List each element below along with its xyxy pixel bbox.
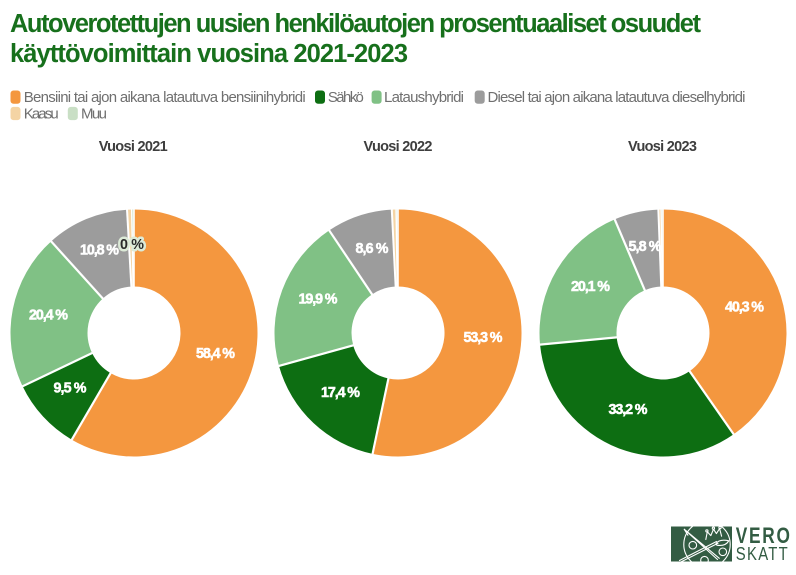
svg-text:Kaasu: Kaasu	[24, 106, 59, 123]
svg-text:8,6 %: 8,6 %	[356, 241, 389, 257]
svg-text:10,8 %: 10,8 %	[80, 242, 119, 258]
svg-text:5,8 %: 5,8 %	[629, 239, 662, 255]
svg-text:Bensiini tai ajon aikana latau: Bensiini tai ajon aikana latautuva bensi…	[24, 89, 306, 106]
svg-text:Autoverotettujen uusien henkil: Autoverotettujen uusien henkilöautojen p…	[10, 10, 702, 38]
svg-text:58,4 %: 58,4 %	[196, 346, 235, 362]
svg-text:Vuosi 2022: Vuosi 2022	[364, 139, 433, 155]
svg-text:17,4 %: 17,4 %	[321, 385, 360, 401]
svg-text:SKATT: SKATT	[736, 543, 789, 564]
svg-text:0 %: 0 %	[120, 237, 144, 253]
svg-text:Vuosi 2021: Vuosi 2021	[99, 139, 168, 155]
svg-text:Muu: Muu	[81, 106, 107, 123]
svg-text:40,3 %: 40,3 %	[725, 299, 764, 315]
svg-text:käyttövoimittain vuosina 2021-: käyttövoimittain vuosina 2021-2023	[10, 40, 408, 68]
svg-text:19,9 %: 19,9 %	[299, 291, 338, 307]
svg-text:VERO: VERO	[736, 524, 792, 548]
svg-text:20,4 %: 20,4 %	[29, 307, 68, 323]
svg-text:53,3 %: 53,3 %	[464, 330, 503, 346]
svg-text:Lataushybridi: Lataushybridi	[384, 89, 464, 106]
svg-text:20,1 %: 20,1 %	[571, 279, 610, 295]
svg-text:Vuosi 2023: Vuosi 2023	[628, 139, 697, 155]
svg-text:Sähkö: Sähkö	[328, 89, 364, 106]
svg-text:9,5 %: 9,5 %	[54, 380, 87, 396]
svg-text:Diesel tai ajon aikana latautu: Diesel tai ajon aikana latautuva dieselh…	[488, 89, 746, 106]
svg-text:33,2 %: 33,2 %	[609, 402, 648, 418]
